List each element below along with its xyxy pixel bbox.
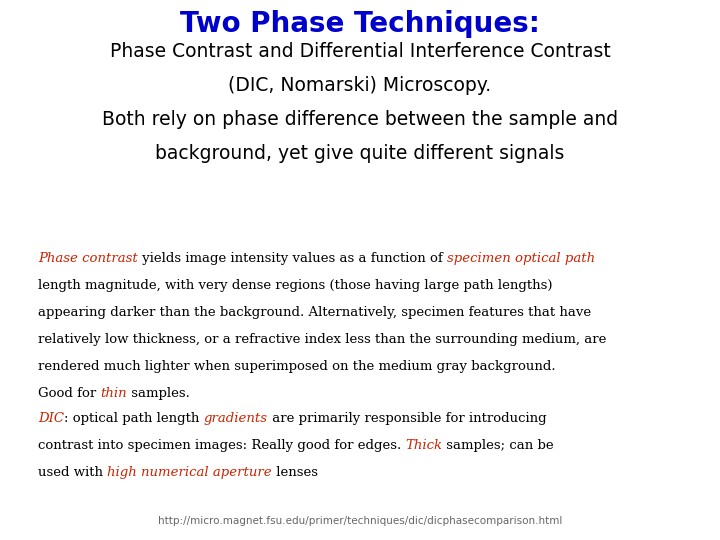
Text: high numerical aperture: high numerical aperture [107, 466, 272, 479]
Text: Phase contrast: Phase contrast [38, 252, 138, 265]
Text: specimen optical path: specimen optical path [446, 252, 595, 265]
Text: are primarily responsible for introducing: are primarily responsible for introducin… [268, 412, 546, 425]
Text: thin: thin [101, 387, 127, 400]
Text: Both rely on phase difference between the sample and: Both rely on phase difference between th… [102, 110, 618, 129]
Text: appearing darker than the background. Alternatively, specimen features that have: appearing darker than the background. Al… [38, 306, 591, 319]
Text: relatively low thickness, or a refractive index less than the surrounding medium: relatively low thickness, or a refractiv… [38, 333, 606, 346]
Text: contrast into specimen images: Really good for edges.: contrast into specimen images: Really go… [38, 439, 405, 452]
Text: Thick: Thick [405, 439, 443, 452]
Text: Phase Contrast and Differential Interference Contrast: Phase Contrast and Differential Interfer… [109, 42, 611, 61]
Text: Two Phase Techniques:: Two Phase Techniques: [180, 10, 540, 38]
Text: DIC: DIC [38, 412, 64, 425]
Text: Good for: Good for [38, 387, 101, 400]
Text: gradients: gradients [204, 412, 268, 425]
Text: yields image intensity values as a function of: yields image intensity values as a funct… [138, 252, 446, 265]
Text: (DIC, Nomarski) Microscopy.: (DIC, Nomarski) Microscopy. [228, 76, 492, 95]
Text: samples; can be: samples; can be [443, 439, 554, 452]
Text: samples.: samples. [127, 387, 190, 400]
Text: http://micro.magnet.fsu.edu/primer/techniques/dic/dicphasecomparison.html: http://micro.magnet.fsu.edu/primer/techn… [158, 516, 562, 526]
Text: length magnitude, with very dense regions (those having large path lengths): length magnitude, with very dense region… [38, 279, 552, 292]
Text: used with: used with [38, 466, 107, 479]
Text: lenses: lenses [272, 466, 318, 479]
Text: background, yet give quite different signals: background, yet give quite different sig… [156, 144, 564, 163]
Text: : optical path length: : optical path length [64, 412, 204, 425]
Text: rendered much lighter when superimposed on the medium gray background.: rendered much lighter when superimposed … [38, 360, 556, 373]
